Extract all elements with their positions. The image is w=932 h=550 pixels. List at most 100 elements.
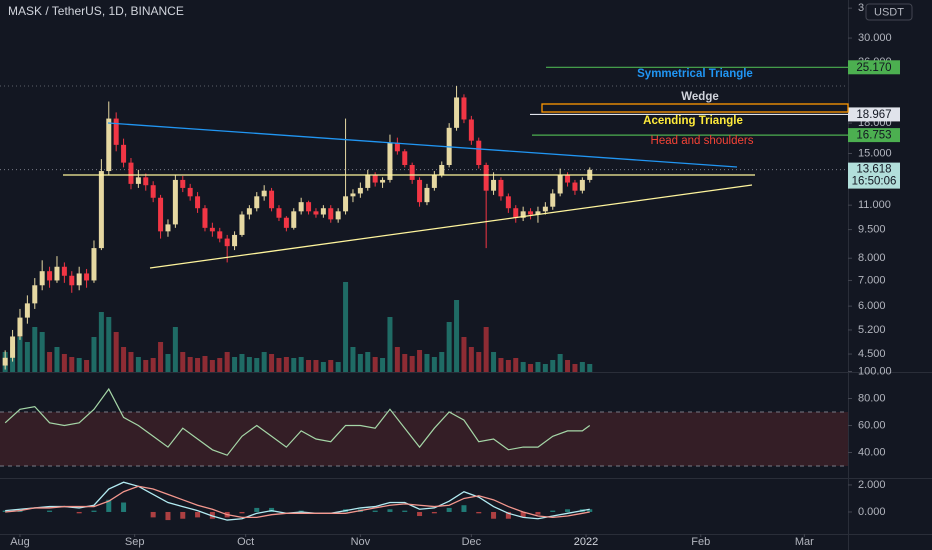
candle-body xyxy=(557,174,563,194)
volume-bar xyxy=(550,360,556,372)
volume-bar xyxy=(461,337,467,372)
volume-bar xyxy=(106,317,112,372)
candle-body xyxy=(98,171,104,249)
candle-body xyxy=(476,140,482,165)
volume-bar xyxy=(409,356,415,372)
candle-body xyxy=(269,190,275,209)
volume-bar xyxy=(498,358,504,372)
volume-bar xyxy=(387,317,393,372)
volume-bar xyxy=(291,358,297,372)
macd-histogram xyxy=(587,509,593,512)
y-tick-label: 40.00 xyxy=(858,446,886,458)
volume-bar xyxy=(424,354,430,372)
x-tick-label: Feb xyxy=(691,536,710,548)
trendline xyxy=(107,122,738,168)
y-tick-label: 18.000 xyxy=(858,117,892,129)
volume-bar xyxy=(542,364,548,372)
level-badge xyxy=(848,128,900,143)
candle-body xyxy=(402,151,408,165)
candle-body xyxy=(409,164,415,180)
x-tick-label: Dec xyxy=(462,536,482,548)
candle-body xyxy=(187,187,193,197)
x-tick-label: Aug xyxy=(10,536,30,548)
volume-bar xyxy=(128,352,134,372)
volume-bar xyxy=(135,357,141,372)
volume-bar xyxy=(468,347,474,372)
volume-bar xyxy=(350,347,356,372)
y-tick-label: 60.00 xyxy=(858,419,886,431)
volume-bar xyxy=(283,357,289,372)
y-tick-label: 4.500 xyxy=(858,348,886,360)
volume-bar xyxy=(17,337,23,372)
candle-body xyxy=(372,174,378,183)
volume-bar xyxy=(91,337,97,372)
volume-bar xyxy=(328,360,334,372)
candle-body xyxy=(298,202,304,212)
level-badge xyxy=(848,60,900,75)
volume-bar xyxy=(335,362,341,372)
candle-body xyxy=(232,234,238,247)
macd-histogram xyxy=(550,510,556,512)
macd-histogram xyxy=(269,507,275,512)
y-tick-label: 5.200 xyxy=(858,324,886,336)
macd-histogram xyxy=(150,511,156,518)
x-tick-label: 2022 xyxy=(574,536,598,548)
candle-body xyxy=(528,211,534,215)
x-tick-label: Oct xyxy=(237,536,254,548)
candle-body xyxy=(535,211,541,215)
macd-histogram xyxy=(121,502,127,512)
candle-body xyxy=(357,187,363,194)
y-tick-label: 6.000 xyxy=(858,300,886,312)
y-tick-label: 8.000 xyxy=(858,252,886,264)
candle-body xyxy=(387,142,393,180)
volume-bar xyxy=(32,327,38,372)
candle-body xyxy=(180,179,186,188)
candle-body xyxy=(106,118,112,172)
volume-bar xyxy=(320,362,326,372)
candle-body xyxy=(39,271,45,286)
volume-bar xyxy=(202,356,208,372)
candle-body xyxy=(239,214,245,235)
candle-body xyxy=(91,248,97,281)
volume-bar xyxy=(454,300,460,372)
volume-bar xyxy=(84,360,90,372)
candle-body xyxy=(121,144,127,163)
macd-histogram xyxy=(417,511,423,517)
volume-bar xyxy=(528,364,534,372)
macd-histogram xyxy=(387,509,393,512)
candle-body xyxy=(261,190,267,197)
volume-bar xyxy=(113,332,119,372)
volume-bar xyxy=(572,364,578,372)
candle-body xyxy=(417,179,423,203)
candle-body xyxy=(461,97,467,120)
macd-histogram xyxy=(446,507,452,512)
candle-body xyxy=(394,142,400,152)
volume-bar xyxy=(47,352,53,372)
candle-body xyxy=(224,238,230,247)
volume-bar xyxy=(313,360,319,372)
macd-line xyxy=(5,481,590,521)
volume-bar xyxy=(121,347,127,372)
volume-bar xyxy=(54,347,60,372)
candle-body xyxy=(431,174,437,188)
candle-body xyxy=(542,206,548,212)
candle-body xyxy=(550,193,556,207)
countdown: 16:50:06 xyxy=(852,176,897,188)
axes: 330.00026.00018.00015.00013.00011.0009.5… xyxy=(10,2,900,548)
candle-body xyxy=(468,119,474,141)
macd-histogram xyxy=(535,511,541,515)
y-tick-label: 9.500 xyxy=(858,223,886,235)
volume-bar xyxy=(209,360,215,372)
chart-title: MASK / TetherUS, 1D, BINANCE xyxy=(8,4,184,18)
macd-histogram xyxy=(195,511,201,518)
volume-bar xyxy=(254,358,260,372)
volume-bar xyxy=(239,354,245,372)
volume-bar xyxy=(505,360,511,372)
macd-histogram xyxy=(17,510,23,512)
wedge-box xyxy=(541,103,849,113)
candle-body xyxy=(313,211,319,215)
annotation: Wedge xyxy=(681,91,719,103)
volume-bar xyxy=(76,358,82,372)
volume-bar xyxy=(269,354,275,372)
level-label: 18.967 xyxy=(856,109,891,121)
